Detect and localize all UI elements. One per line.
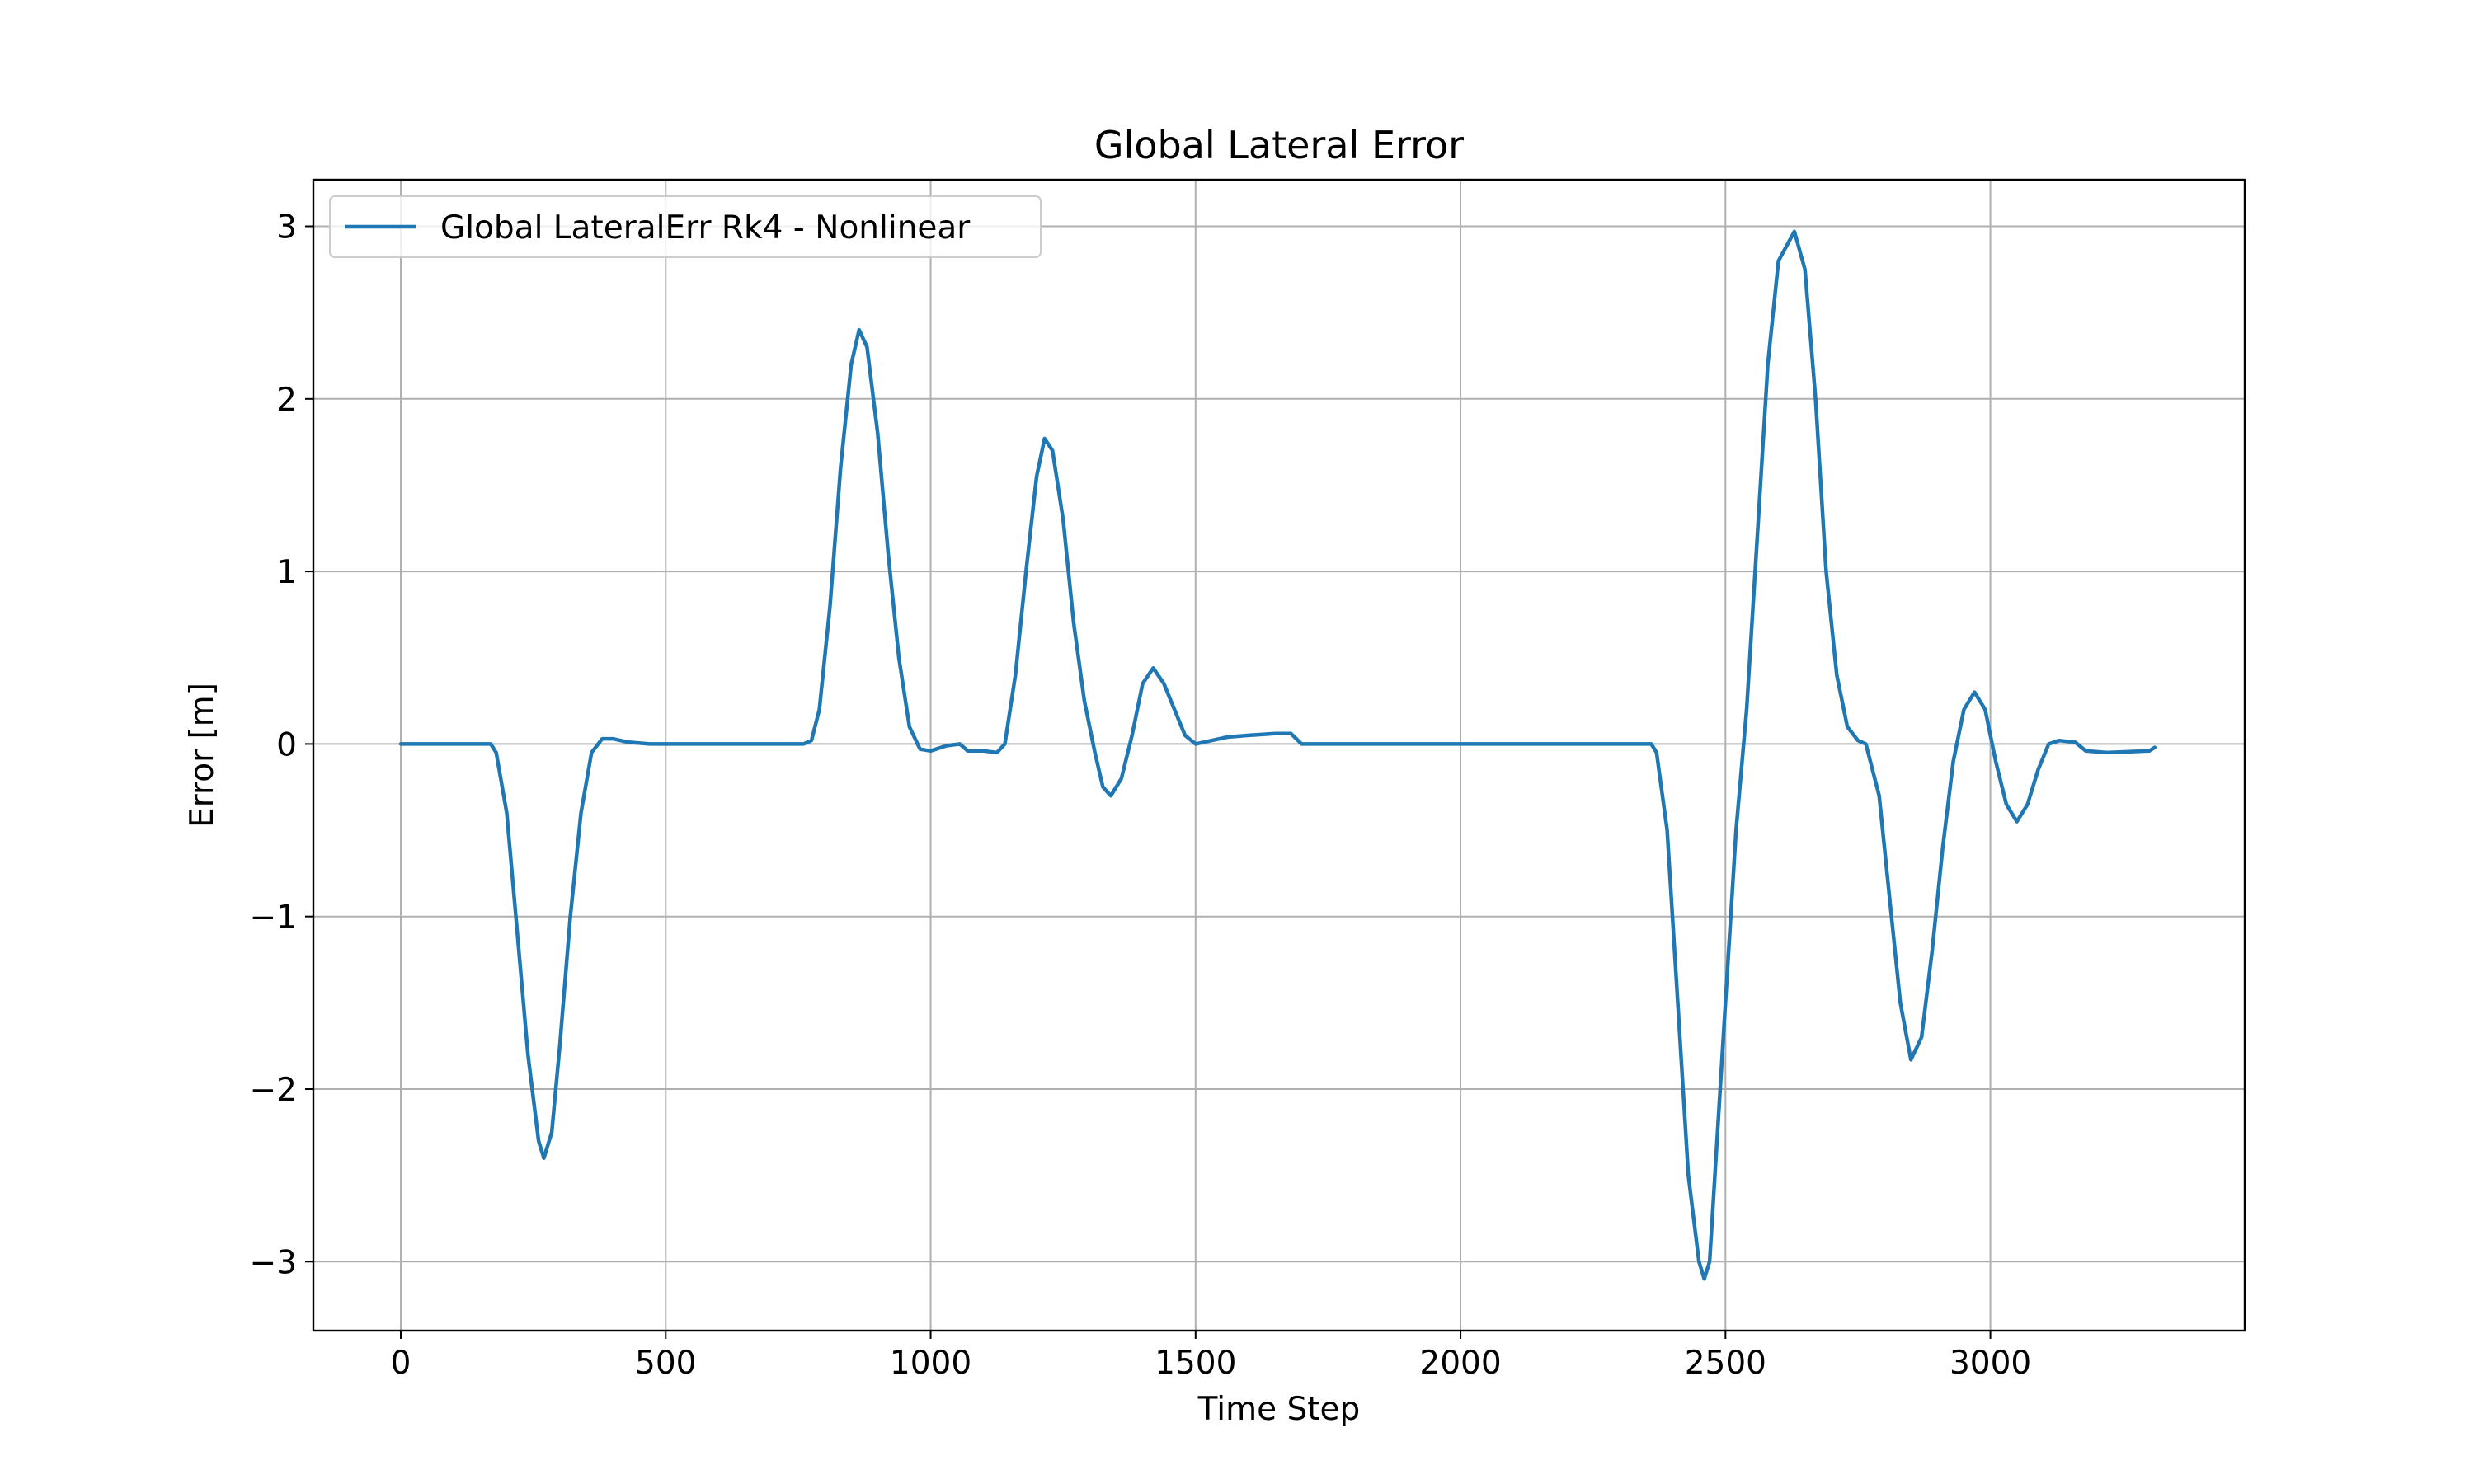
- series-layer: [398, 229, 2157, 1281]
- legend: Global LateralErr Rk4 - Nonlinear: [329, 195, 1042, 258]
- x-tick-label: 3000: [1950, 1345, 2031, 1382]
- axes-frame: [312, 178, 2246, 1332]
- y-tick-label: 2: [276, 382, 297, 419]
- x-tick-label: 2500: [1685, 1345, 1766, 1382]
- y-tick-label: 0: [276, 726, 297, 763]
- y-axis-label: Error [m]: [184, 683, 221, 828]
- ticks: 0 500 1000 1500 2000 2500 3000 3 2 1 0 −1 −2 −3: [250, 209, 2032, 1382]
- series-line: [398, 229, 2157, 1281]
- legend-box: [329, 195, 1042, 258]
- y-tick-label: 3: [276, 209, 297, 247]
- x-tick-label: 0: [391, 1345, 412, 1382]
- x-axis-label: Time Step: [1197, 1391, 1361, 1428]
- y-tick-label: −3: [250, 1244, 298, 1281]
- y-tick-label: −2: [250, 1072, 298, 1109]
- chart-title: Global Lateral Error: [1094, 123, 1464, 167]
- x-tick-label: 1000: [890, 1345, 971, 1382]
- y-tick-label: 1: [276, 554, 297, 591]
- legend-label: Global LateralErr Rk4 - Nonlinear: [440, 209, 971, 247]
- x-tick-label: 500: [635, 1345, 696, 1382]
- x-tick-label: 1500: [1155, 1345, 1236, 1382]
- y-tick-label: −1: [250, 899, 298, 937]
- x-tick-label: 2000: [1419, 1345, 1501, 1382]
